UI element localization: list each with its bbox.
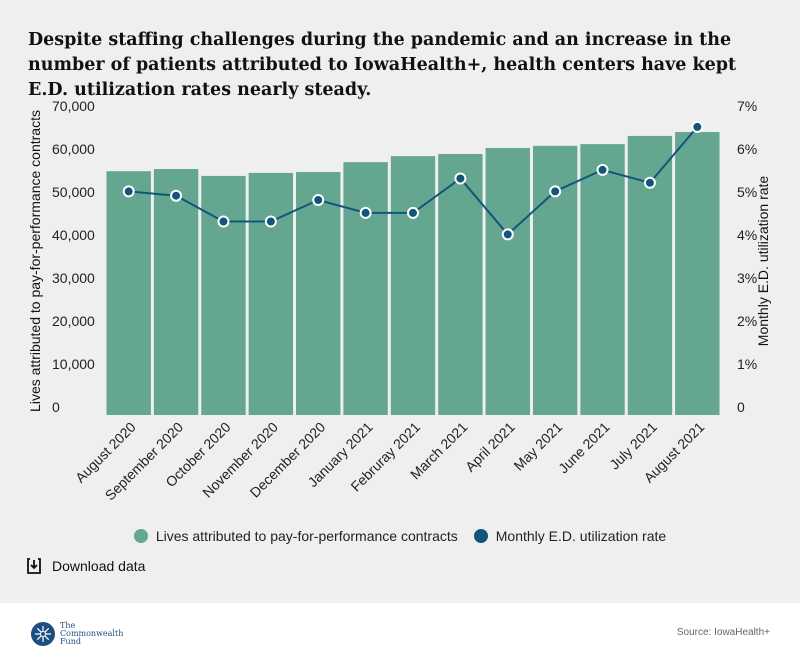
legend-item-lives[interactable]: Lives attributed to pay-for-performance … <box>133 528 458 544</box>
y-tick-label: 20,000 <box>52 313 95 329</box>
logo-emblem-icon <box>31 622 55 646</box>
legend-swatch <box>473 529 488 543</box>
ed-rate-point <box>217 215 230 228</box>
source-note: Source: IowaHealth+ <box>676 627 770 638</box>
download-data-button[interactable]: Download data <box>26 557 145 575</box>
bar <box>485 147 530 415</box>
download-icon <box>27 558 41 574</box>
ed-rate-point <box>170 189 183 202</box>
ed-rate-point <box>454 172 467 185</box>
bar <box>296 172 341 415</box>
bar <box>390 156 436 415</box>
ed-rate-point <box>549 185 562 198</box>
legend-item-ed-rate[interactable]: Monthly E.D. utilization rate <box>473 528 667 544</box>
ed-rate-point <box>312 194 325 206</box>
bar <box>201 175 246 415</box>
y2-tick-label: 6% <box>737 141 757 157</box>
bar <box>675 132 720 415</box>
legend: Lives attributed to pay-for-performance … <box>0 528 800 544</box>
y2-tick-label: 5% <box>737 184 757 200</box>
ed-rate-point <box>264 215 277 228</box>
ed-rate-point <box>407 206 419 219</box>
x-tick-label: June 2021 <box>555 419 613 477</box>
combo-chart: 0 10,000 20,000 30,000 40,000 50,000 60,000 70,… <box>27 98 771 503</box>
y-tick-label: 40,000 <box>52 227 95 243</box>
y2-tick-label: 4% <box>737 227 757 243</box>
ed-rate-point <box>122 185 135 198</box>
y2-tick-label: 7% <box>737 98 757 114</box>
ed-rate-point <box>691 120 704 133</box>
bar <box>106 171 151 415</box>
legend-swatch <box>133 529 148 543</box>
y2-tick-label: 2% <box>737 313 757 329</box>
y-tick-label: 0 <box>52 399 60 415</box>
y-axis-label: Lives attributed to pay-for-performance … <box>27 110 43 412</box>
bar <box>438 153 483 416</box>
legend-label: Monthly E.D. utilization rate <box>495 528 667 544</box>
bar <box>343 162 388 415</box>
ed-rate-point <box>643 176 656 189</box>
footer: The Commonwealth Fund Source: IowaHealth… <box>0 603 800 663</box>
y-tick-label: 70,000 <box>52 98 95 114</box>
y2-tick-label: 3% <box>737 270 757 286</box>
chart-title: Despite staffing challenges during the p… <box>28 30 737 100</box>
y-tick-label: 60,000 <box>52 141 95 157</box>
bar <box>580 144 625 415</box>
y-tick-label: 30,000 <box>52 270 95 286</box>
ed-rate-point <box>359 206 372 219</box>
y-tick-label: 10,000 <box>52 356 95 372</box>
logo-text: The Commonwealth Fund <box>60 621 124 646</box>
x-tick-label: April 2021 <box>462 419 518 475</box>
commonwealth-fund-logo[interactable]: The Commonwealth Fund <box>30 621 123 647</box>
y-tick-label: 50,000 <box>52 184 95 200</box>
ed-rate-point <box>501 228 514 241</box>
bar <box>153 169 199 415</box>
legend-label: Lives attributed to pay-for-performance … <box>155 528 458 544</box>
bar <box>248 172 294 415</box>
y2-tick-label: 1% <box>737 356 757 372</box>
y2-tick-label: 0 <box>737 399 745 415</box>
y2-axis-label: Monthly E.D. utilization rate <box>755 176 771 347</box>
download-label: Download data <box>52 558 146 574</box>
ed-rate-point <box>596 163 609 176</box>
